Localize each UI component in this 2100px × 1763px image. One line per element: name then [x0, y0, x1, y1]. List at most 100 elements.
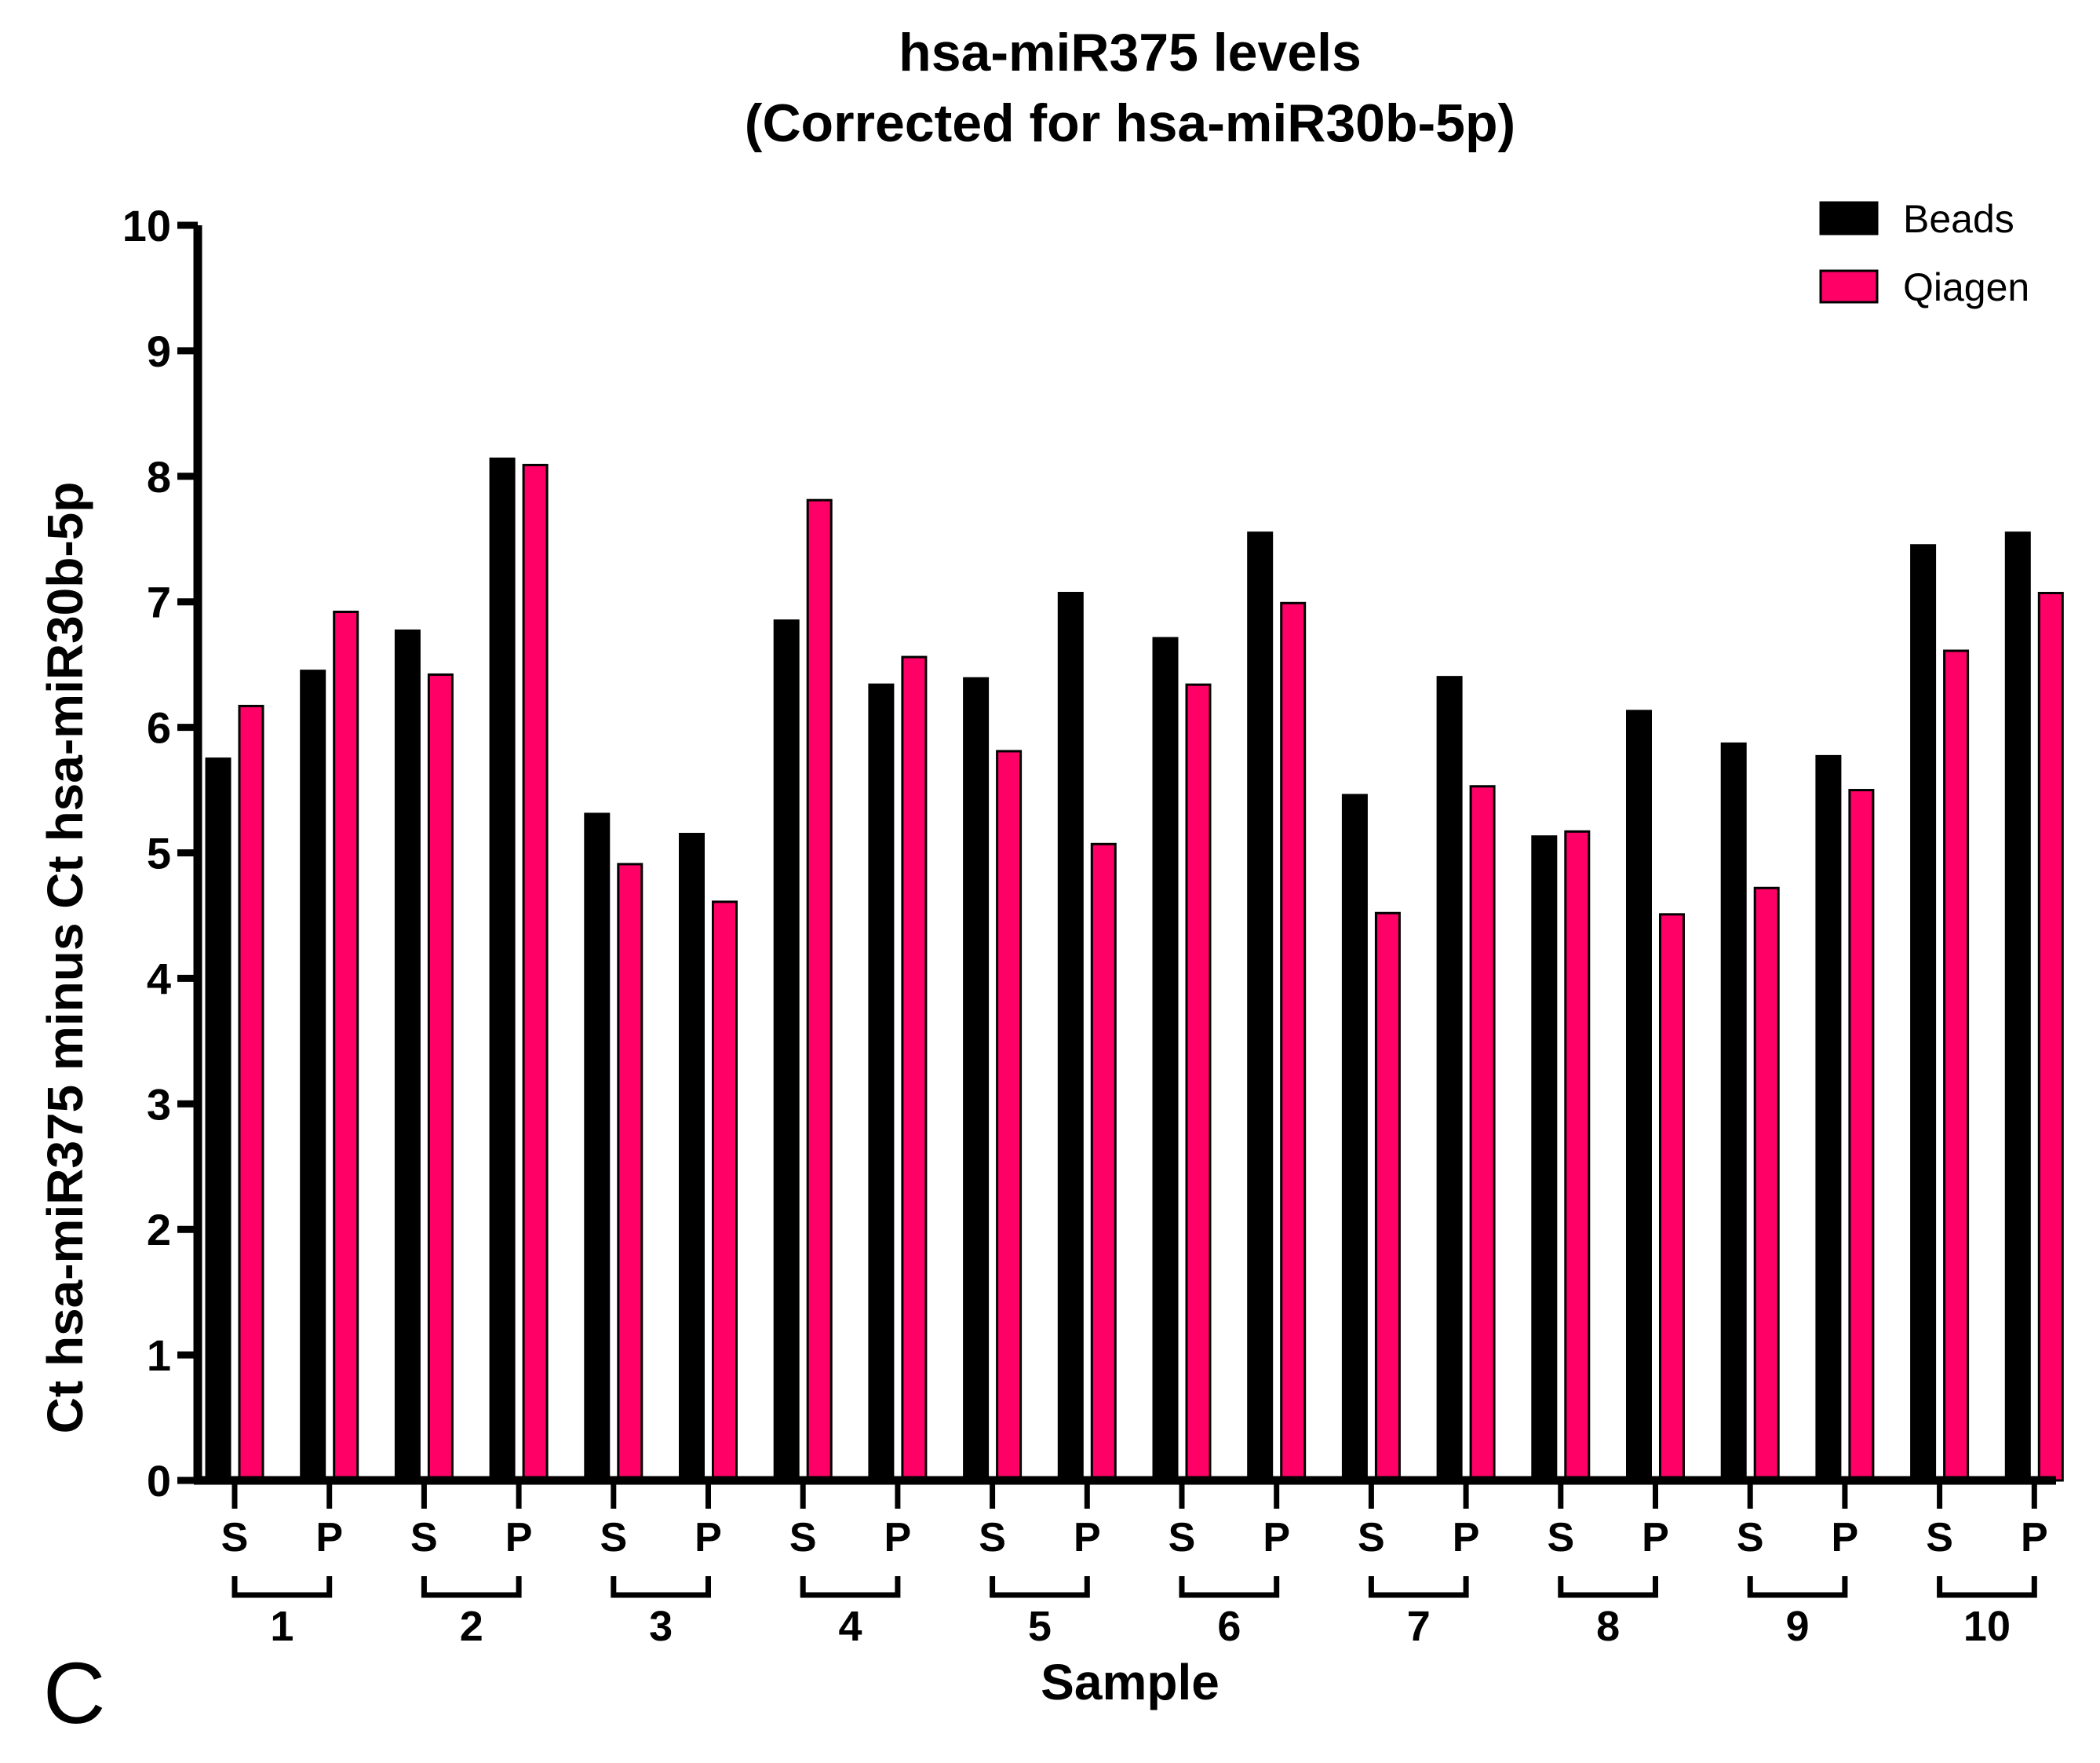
x-group-label: 8 — [1596, 1603, 1620, 1650]
y-tick-label: 2 — [147, 1205, 171, 1254]
bar-beads-sample-9-S — [1720, 742, 1747, 1482]
bar-qiagen-sample-4-S — [806, 498, 833, 1482]
group-bracket — [990, 1576, 1090, 1598]
bar-qiagen-sample-2-P — [522, 463, 549, 1482]
group-bracket — [1747, 1576, 1848, 1598]
bar-qiagen-sample-7-P — [1469, 785, 1496, 1482]
x-subcategory-label: S — [979, 1515, 1006, 1560]
x-group-label: 10 — [1963, 1603, 2011, 1650]
x-subcategory-label: S — [410, 1515, 438, 1560]
y-tick-label: 7 — [147, 578, 171, 627]
bar-beads-sample-7-P — [1436, 676, 1463, 1482]
legend-label-beads: Beads — [1903, 197, 2014, 241]
bar-beads-sample-6-P — [1247, 531, 1274, 1482]
x-subcategory-label: S — [221, 1515, 249, 1560]
x-group-label: 4 — [839, 1603, 862, 1650]
bar-beads-sample-2-P — [489, 457, 516, 1482]
bar-qiagen-sample-9-S — [1753, 886, 1780, 1482]
bar-qiagen-sample-8-S — [1564, 830, 1591, 1482]
bar-beads-sample-9-P — [1815, 754, 1842, 1482]
y-tick-label: 5 — [147, 829, 171, 878]
bar-qiagen-sample-10-S — [1943, 649, 1970, 1482]
y-tick-label: 0 — [147, 1456, 171, 1506]
bar-beads-sample-3-P — [679, 833, 705, 1482]
y-tick-label: 8 — [147, 452, 171, 502]
legend: Beads Qiagen — [1819, 197, 2029, 309]
bar-beads-sample-4-S — [773, 619, 800, 1482]
x-group-label: 1 — [270, 1603, 293, 1650]
bar-beads-sample-2-S — [394, 629, 421, 1482]
group-bracket — [1368, 1576, 1469, 1598]
bar-qiagen-sample-6-S — [1185, 683, 1212, 1482]
bar-qiagen-sample-2-S — [427, 673, 454, 1482]
bar-beads-sample-10-P — [2004, 531, 2031, 1482]
bars — [205, 457, 2064, 1482]
bar-qiagen-sample-5-P — [1090, 842, 1117, 1482]
legend-swatch-qiagen — [1819, 269, 1879, 304]
x-subcategory-label: P — [884, 1515, 912, 1560]
bar-beads-sample-10-S — [1910, 544, 1937, 1482]
bar-beads-sample-3-S — [584, 812, 611, 1482]
bar-beads-sample-6-S — [1152, 637, 1179, 1482]
group-bracket — [421, 1576, 522, 1598]
bar-beads-sample-5-P — [1057, 592, 1084, 1482]
x-subcategory-label: S — [1358, 1515, 1385, 1560]
x-subcategory-label: P — [315, 1515, 343, 1560]
x-subcategory-label: S — [600, 1515, 627, 1560]
x-subcategory-label: S — [1737, 1515, 1764, 1560]
x-subcategory-label: P — [695, 1515, 722, 1560]
group-bracket — [1937, 1576, 2037, 1598]
x-group-label: 3 — [649, 1603, 673, 1650]
x-group-label: 9 — [1786, 1603, 1810, 1650]
x-group-label: 7 — [1407, 1603, 1431, 1650]
bar-qiagen-sample-5-S — [996, 750, 1023, 1482]
x-subcategory-label: P — [505, 1515, 533, 1560]
bar-qiagen-sample-6-P — [1280, 601, 1307, 1482]
bar-qiagen-sample-8-P — [1659, 913, 1685, 1482]
x-subcategory-label: P — [2021, 1515, 2048, 1560]
y-tick-label: 1 — [147, 1330, 171, 1380]
group-bracket — [1179, 1576, 1280, 1598]
legend-swatch-beads — [1819, 201, 1879, 235]
group-bracket — [611, 1576, 711, 1598]
x-subcategory-label: S — [1926, 1515, 1953, 1560]
y-tick-label: 3 — [147, 1079, 171, 1129]
bar-qiagen-sample-7-S — [1374, 911, 1401, 1482]
y-tick-label: 9 — [147, 327, 171, 376]
x-subcategory-label: S — [789, 1515, 817, 1560]
bar-qiagen-sample-10-P — [2037, 592, 2064, 1482]
y-tick-label: 10 — [122, 201, 171, 250]
x-subcategory-label: P — [1642, 1515, 1669, 1560]
bar-qiagen-sample-4-P — [901, 655, 928, 1482]
x-subcategory-label: P — [1832, 1515, 1859, 1560]
bar-qiagen-sample-1-P — [333, 610, 359, 1482]
bar-qiagen-sample-1-S — [238, 704, 264, 1482]
bar-qiagen-sample-9-P — [1848, 789, 1875, 1482]
x-subcategory-label: S — [1168, 1515, 1196, 1560]
group-bracket — [1558, 1576, 1658, 1598]
chart-title-line1: hsa-miR375 levels — [899, 23, 1362, 82]
x-group-label: 2 — [460, 1603, 483, 1650]
group-bracket — [232, 1576, 333, 1598]
bar-qiagen-sample-3-P — [712, 900, 738, 1482]
bar-beads-sample-4-P — [868, 683, 895, 1482]
x-axis-ticks: S P S P S P S P S P S P S P S P S P S P1 2 3 4 5 6 7 8 9 10 — [221, 1480, 2048, 1650]
y-axis-ticks: 0 1 2 3 4 5 6 7 8 9 10 — [122, 201, 198, 1506]
bar-beads-sample-8-S — [1531, 835, 1558, 1482]
legend-label-qiagen: Qiagen — [1903, 265, 2029, 309]
y-tick-label: 4 — [147, 954, 171, 1003]
x-subcategory-label: S — [1547, 1515, 1574, 1560]
bar-beads-sample-5-S — [963, 677, 990, 1482]
x-subcategory-label: P — [1074, 1515, 1101, 1560]
group-bracket — [800, 1576, 901, 1598]
x-group-label: 6 — [1217, 1603, 1241, 1650]
y-tick-label: 6 — [147, 703, 171, 753]
x-subcategory-label: P — [1263, 1515, 1290, 1560]
bar-beads-sample-1-S — [205, 757, 232, 1482]
panel-label: C — [43, 1645, 105, 1742]
bar-beads-sample-1-P — [300, 670, 326, 1482]
bar-beads-sample-7-S — [1341, 794, 1368, 1482]
x-subcategory-label: P — [1453, 1515, 1480, 1560]
